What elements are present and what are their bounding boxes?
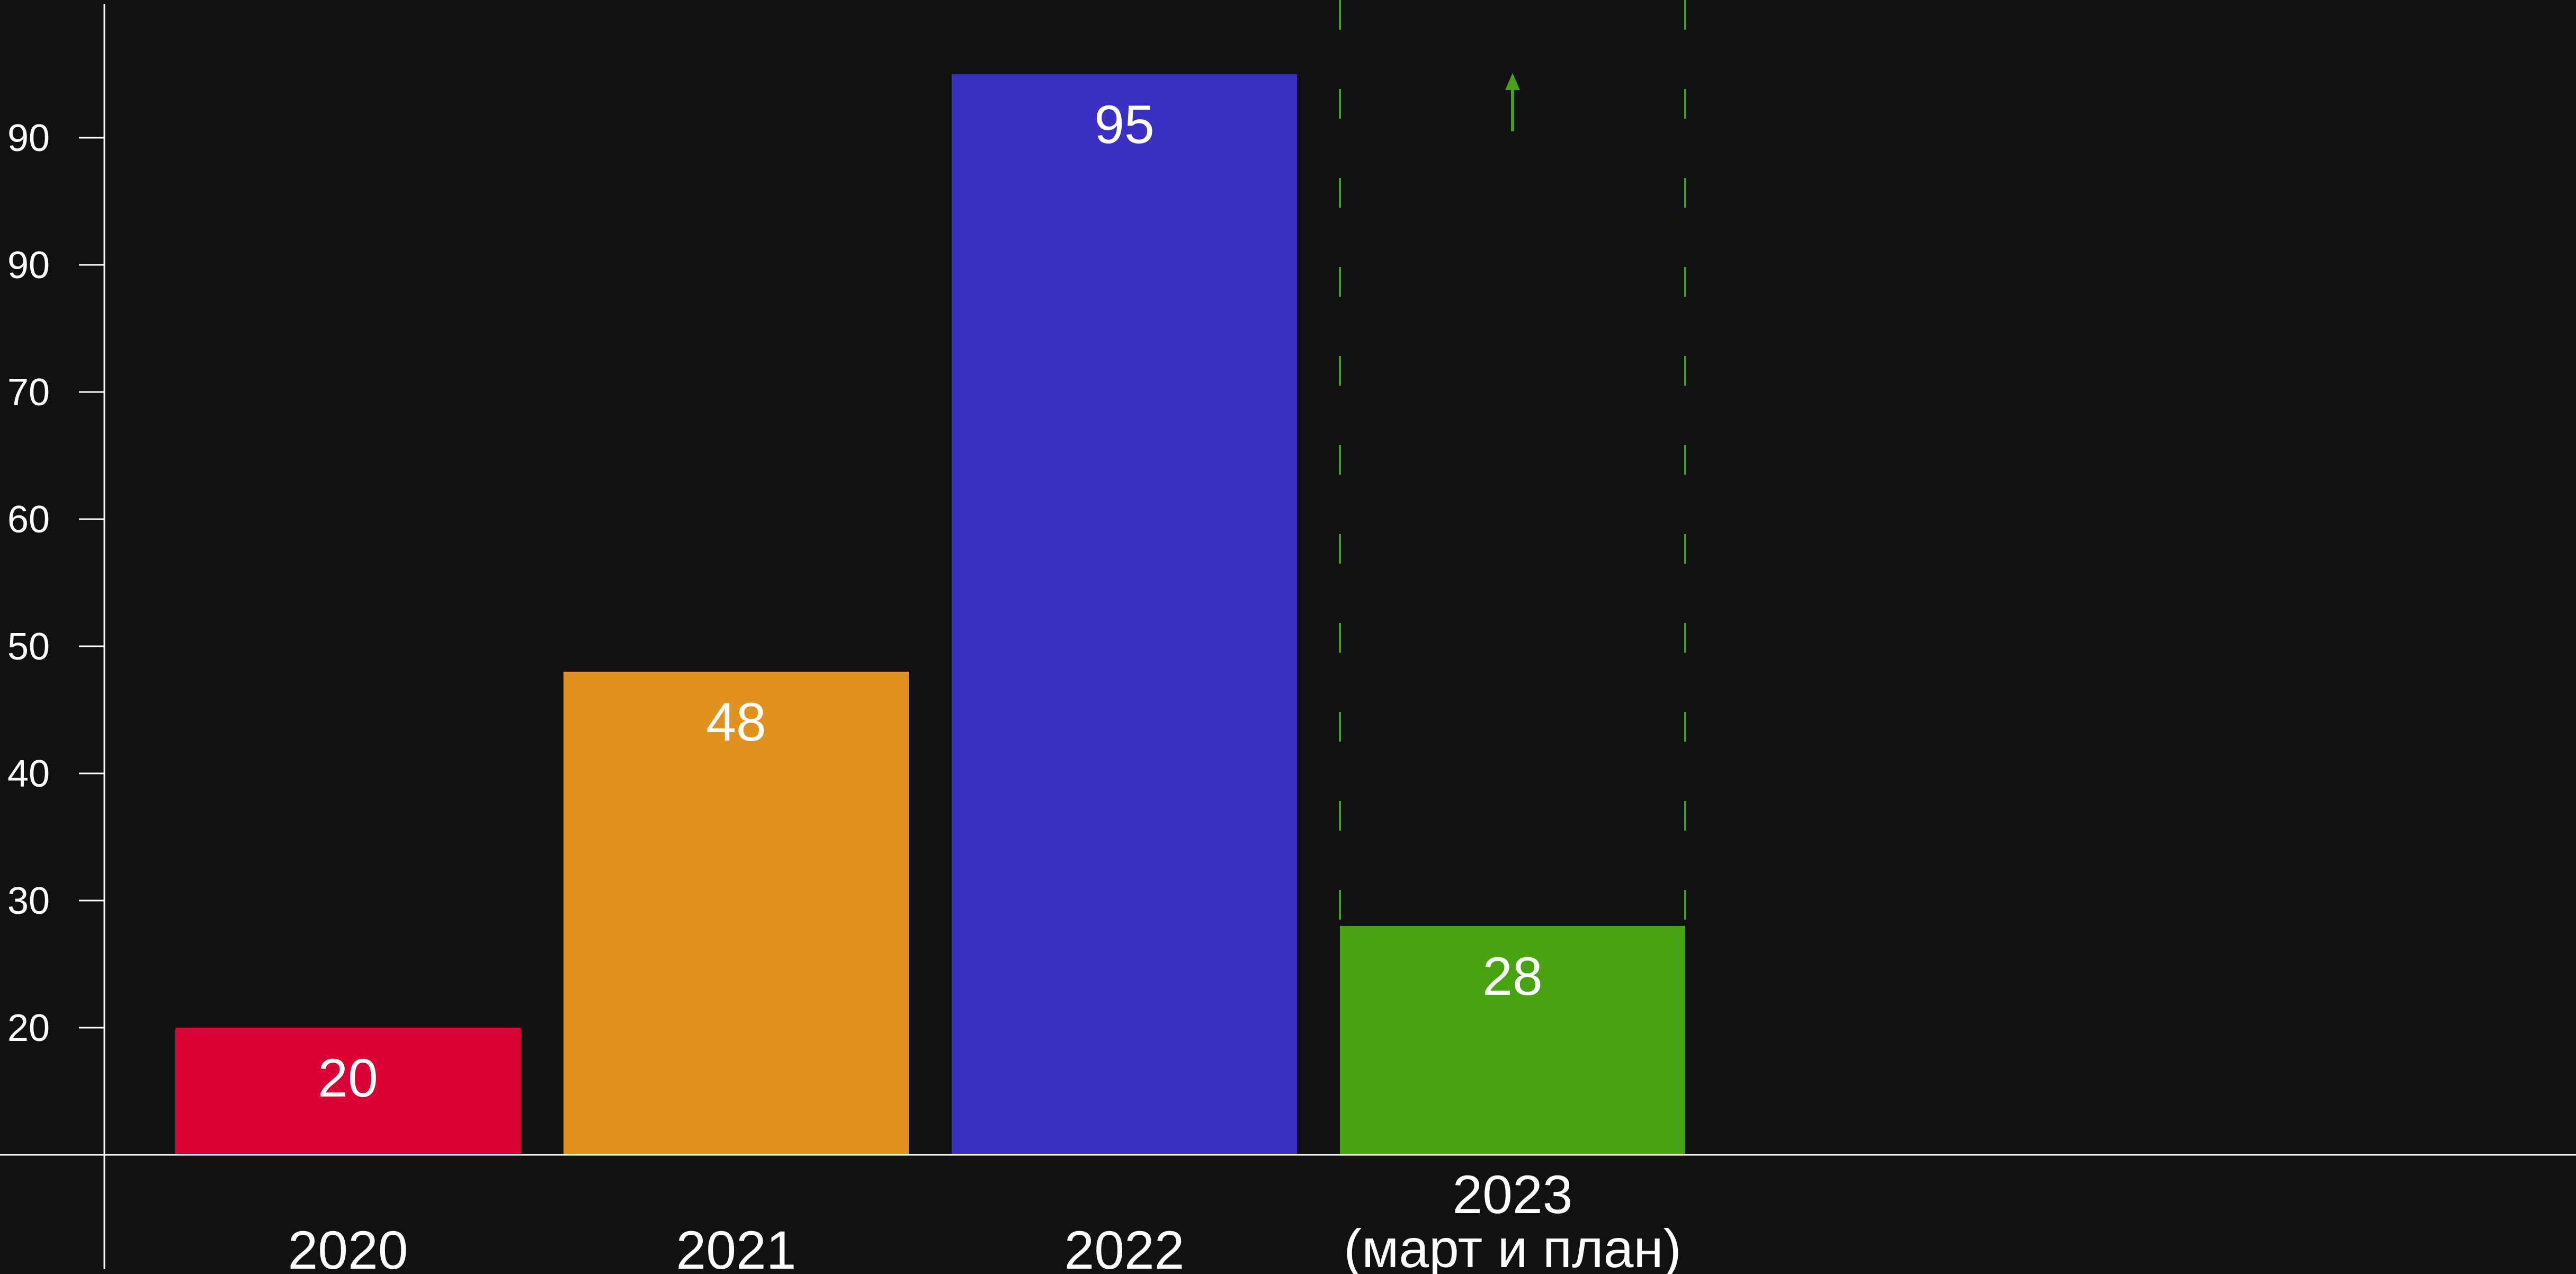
x-category-label: 2022 <box>1065 1220 1185 1274</box>
bar-value-label: 48 <box>706 692 766 752</box>
y-tick-label: 50 <box>7 626 50 668</box>
bar <box>952 74 1297 1155</box>
y-tick-label: 90 <box>7 117 50 159</box>
y-tick-label: 20 <box>7 1007 50 1049</box>
x-labels-group: 2020 2021 2022 2023 (март и план) <box>288 1164 1681 1274</box>
plan-overlay <box>1339 0 1686 923</box>
x-category-label: 2021 <box>676 1220 797 1274</box>
x-category-label: 2023 (март и план) <box>1344 1164 1681 1274</box>
x-category-label-line: (март и план) <box>1344 1218 1681 1274</box>
bar-value-label: 20 <box>318 1048 378 1108</box>
x-category-label-line: 2023 <box>1453 1164 1573 1225</box>
bars-group <box>175 74 1685 1155</box>
bar-value-label: 28 <box>1482 946 1542 1006</box>
y-tick-label: 90 <box>7 244 50 287</box>
y-ticks-group: 20 30 40 50 60 70 90 90 <box>7 117 104 1049</box>
axes-group <box>0 4 2576 1269</box>
y-tick-label: 70 <box>7 371 50 414</box>
x-category-label: 2020 <box>288 1220 408 1274</box>
value-labels-group: 20 48 95 28 <box>318 94 1542 1108</box>
bar <box>1340 926 1685 1155</box>
bar <box>564 672 909 1155</box>
bar <box>175 1028 521 1155</box>
y-tick-label: 40 <box>7 753 50 795</box>
y-tick-label: 60 <box>7 498 50 541</box>
y-tick-label: 30 <box>7 880 50 922</box>
bar-value-label: 95 <box>1094 94 1154 155</box>
up-arrow-head <box>1505 73 1520 90</box>
